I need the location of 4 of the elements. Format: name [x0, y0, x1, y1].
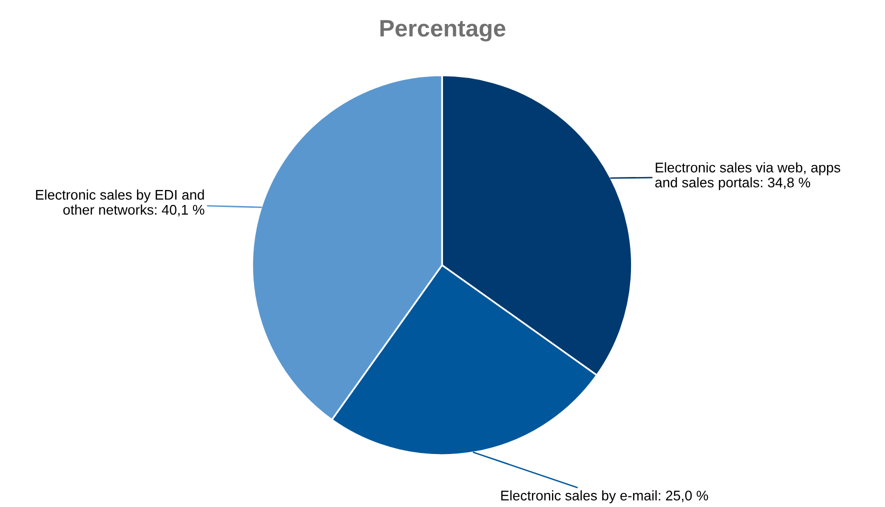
slice-label: Electronic sales by e-mail: 25,0 %: [501, 490, 708, 504]
slice-label: Electronic sales by EDI and other networks: 40,1 %: [36, 190, 204, 216]
chart-title: Percentage: [380, 20, 506, 42]
slice-label: Electronic sales via web, apps and sales portals: 34,8 %: [655, 162, 840, 190]
